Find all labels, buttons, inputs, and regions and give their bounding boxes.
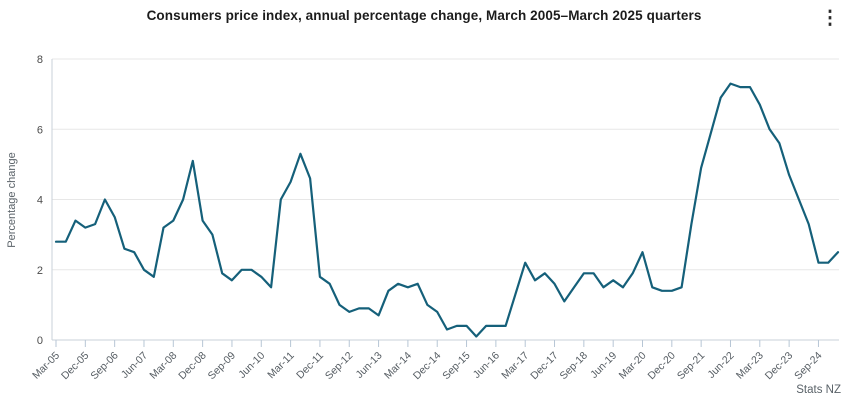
- x-tick-label-Dec-20: Dec-20: [646, 350, 679, 383]
- x-tick-label-Jun-19: Jun-19: [588, 350, 619, 381]
- x-tick-label-Sep-18: Sep-18: [558, 350, 591, 383]
- x-tick-label-Mar-14: Mar-14: [382, 350, 414, 382]
- x-tick-label-Sep-15: Sep-15: [440, 350, 473, 383]
- x-tick-label-Mar-05: Mar-05: [30, 350, 62, 382]
- x-tick-label-Jun-13: Jun-13: [354, 350, 385, 381]
- x-tick-label-Mar-08: Mar-08: [147, 350, 179, 382]
- x-tick-label-Sep-24: Sep-24: [792, 350, 825, 383]
- x-tick-label-Mar-23: Mar-23: [734, 350, 766, 382]
- x-tick-label-Jun-16: Jun-16: [471, 350, 502, 381]
- y-tick-label-0: 0: [37, 335, 43, 347]
- x-tick-label-Dec-11: Dec-11: [294, 350, 326, 382]
- y-tick-label-8: 8: [37, 54, 43, 66]
- x-tick-label-Mar-11: Mar-11: [265, 350, 297, 382]
- cpi-line-series: [54, 82, 840, 338]
- kebab-menu-icon[interactable]: ⋮: [820, 6, 840, 32]
- x-tick-label-Sep-06: Sep-06: [88, 350, 121, 383]
- x-tick-label-Jun-07: Jun-07: [119, 350, 150, 381]
- x-tick-label-Mar-17: Mar-17: [499, 350, 531, 382]
- x-tick-label-Dec-08: Dec-08: [176, 350, 209, 383]
- x-tick-label-Mar-20: Mar-20: [617, 350, 649, 382]
- x-tick-label-Sep-09: Sep-09: [206, 350, 239, 383]
- x-tick-label-Dec-17: Dec-17: [528, 350, 561, 383]
- y-tick-label-2: 2: [37, 265, 43, 277]
- x-tick-label-Sep-21: Sep-21: [675, 350, 708, 383]
- x-tick-label-Jun-22: Jun-22: [705, 350, 736, 381]
- attribution-stats-nz: Stats NZ: [796, 384, 841, 396]
- x-tick-label-Dec-23: Dec-23: [763, 350, 796, 383]
- x-tick-label-Dec-14: Dec-14: [411, 350, 444, 383]
- x-tick-label-Dec-05: Dec-05: [59, 350, 92, 383]
- x-tick-label-Jun-10: Jun-10: [236, 350, 267, 381]
- y-tick-label-6: 6: [37, 124, 43, 136]
- chart-title: Consumers price index, annual percentage…: [146, 8, 702, 23]
- y-tick-label-4: 4: [37, 195, 43, 207]
- x-tick-label-Sep-12: Sep-12: [323, 350, 356, 383]
